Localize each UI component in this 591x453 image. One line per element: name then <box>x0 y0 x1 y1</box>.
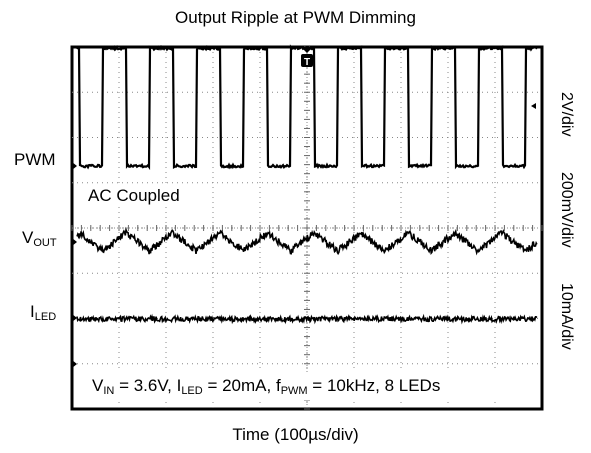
vout-scale-label: 200mV/div <box>557 172 575 248</box>
vout-marker <box>72 238 77 246</box>
ac-coupled-annotation: AC Coupled <box>88 186 180 206</box>
ref-marker <box>72 360 77 368</box>
vout-channel-label: VOUT <box>22 228 57 249</box>
test-conditions: VIN = 3.6V, ILED = 20mA, fPWM = 10kHz, 8… <box>92 376 440 397</box>
iled-scale-label: 10mA/div <box>557 283 575 350</box>
trigger-level-marker <box>531 103 536 109</box>
iled-trace <box>77 317 537 322</box>
pwm-scale-label: 2V/div <box>557 92 575 136</box>
x-axis-label: Time (100µs/div) <box>0 425 591 445</box>
pwm-channel-label: PWM <box>14 150 56 170</box>
iled-marker <box>72 314 77 322</box>
grid <box>72 47 542 409</box>
iled-channel-label: ILED <box>30 302 56 323</box>
trigger-marker: T <box>304 57 310 68</box>
pwm-marker <box>72 162 77 170</box>
